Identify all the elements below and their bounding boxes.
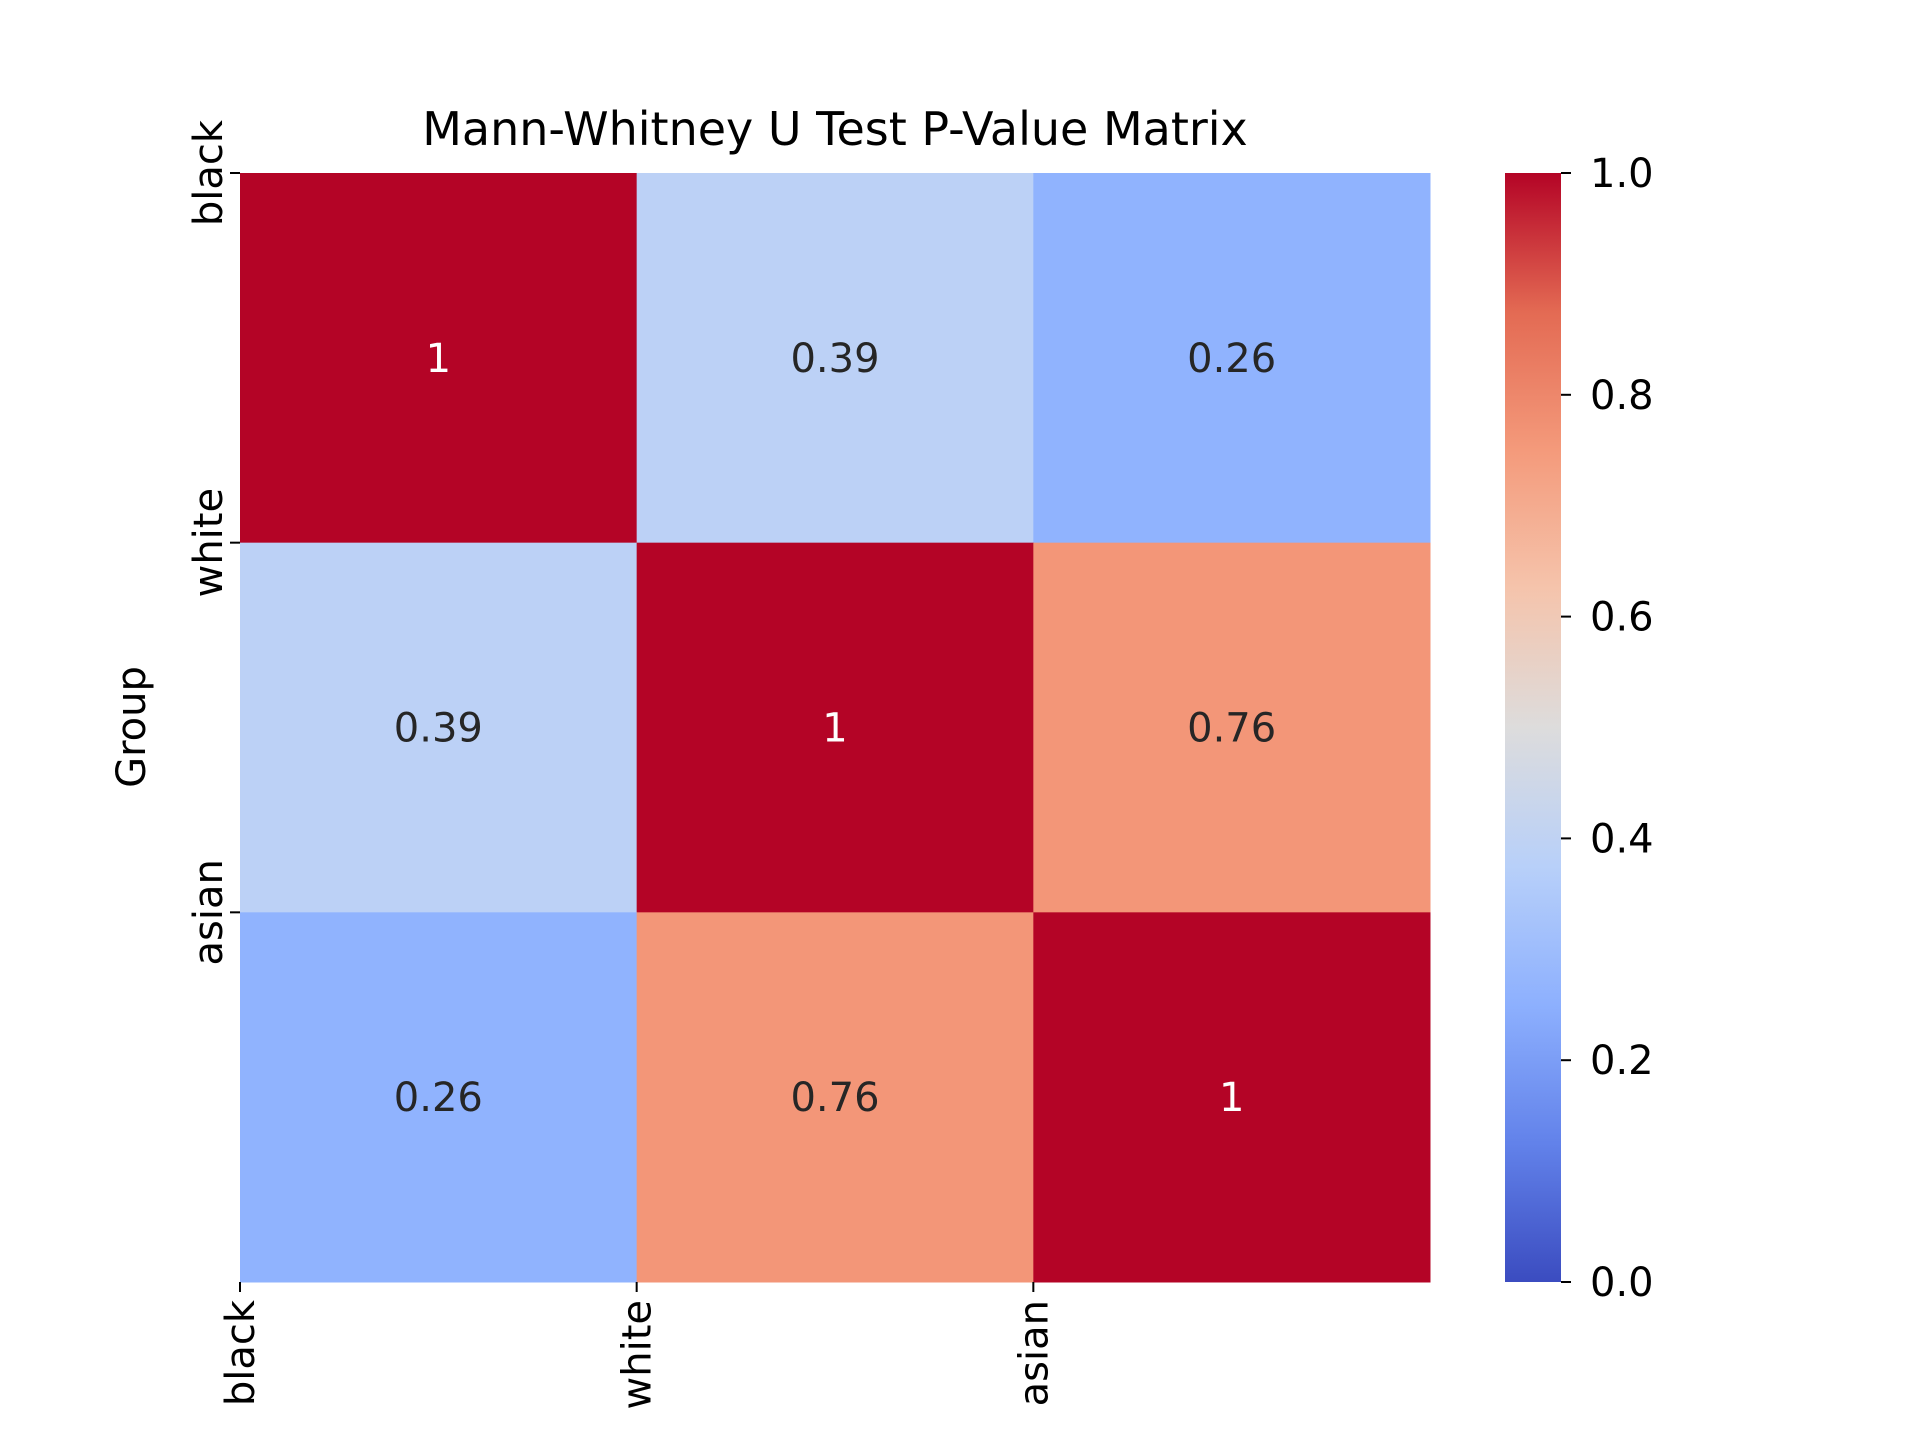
colorbar bbox=[1505, 173, 1561, 1282]
chart-title: Mann-Whitney U Test P-Value Matrix bbox=[422, 102, 1248, 156]
x-tick-label: white bbox=[615, 1300, 661, 1409]
colorbar-tick-label: 0.4 bbox=[1590, 816, 1654, 862]
colorbar-tick-label: 0.2 bbox=[1590, 1038, 1654, 1084]
heatmap-cell bbox=[1033, 173, 1431, 544]
heatmap-cell bbox=[636, 173, 1034, 544]
y-axis-label: Group bbox=[109, 666, 155, 788]
colorbar-tick-label: 0.6 bbox=[1590, 595, 1654, 641]
y-tick-label: asian bbox=[186, 859, 232, 965]
cell-annotation: 1 bbox=[1219, 1075, 1244, 1121]
cell-annotation: 0.39 bbox=[790, 336, 879, 382]
x-tick-label: black bbox=[218, 1299, 264, 1406]
y-tick-label: black bbox=[186, 119, 232, 226]
heatmap-cell bbox=[1033, 542, 1431, 913]
colorbar-tick-label: 1.0 bbox=[1590, 151, 1654, 197]
heatmap-cell bbox=[240, 173, 638, 544]
x-tick-label: asian bbox=[1011, 1300, 1057, 1406]
cell-annotation: 1 bbox=[822, 706, 847, 752]
y-tick-label: white bbox=[186, 488, 232, 597]
heatmap-cell bbox=[1033, 912, 1431, 1283]
colorbar-tick-label: 0.8 bbox=[1590, 373, 1654, 419]
cell-annotation: 1 bbox=[426, 336, 451, 382]
heatmap-cell bbox=[240, 542, 638, 913]
heatmap-cell bbox=[240, 912, 638, 1283]
heatmap-cell bbox=[636, 912, 1034, 1283]
cell-annotation: 0.76 bbox=[1187, 706, 1276, 752]
cell-annotation: 0.26 bbox=[1187, 336, 1276, 382]
cell-annotation: 0.76 bbox=[790, 1075, 879, 1121]
cell-annotation: 0.39 bbox=[394, 706, 483, 752]
heatmap-cell bbox=[636, 542, 1034, 913]
cell-annotation: 0.26 bbox=[394, 1075, 483, 1121]
colorbar-tick-label: 0.0 bbox=[1590, 1260, 1654, 1306]
